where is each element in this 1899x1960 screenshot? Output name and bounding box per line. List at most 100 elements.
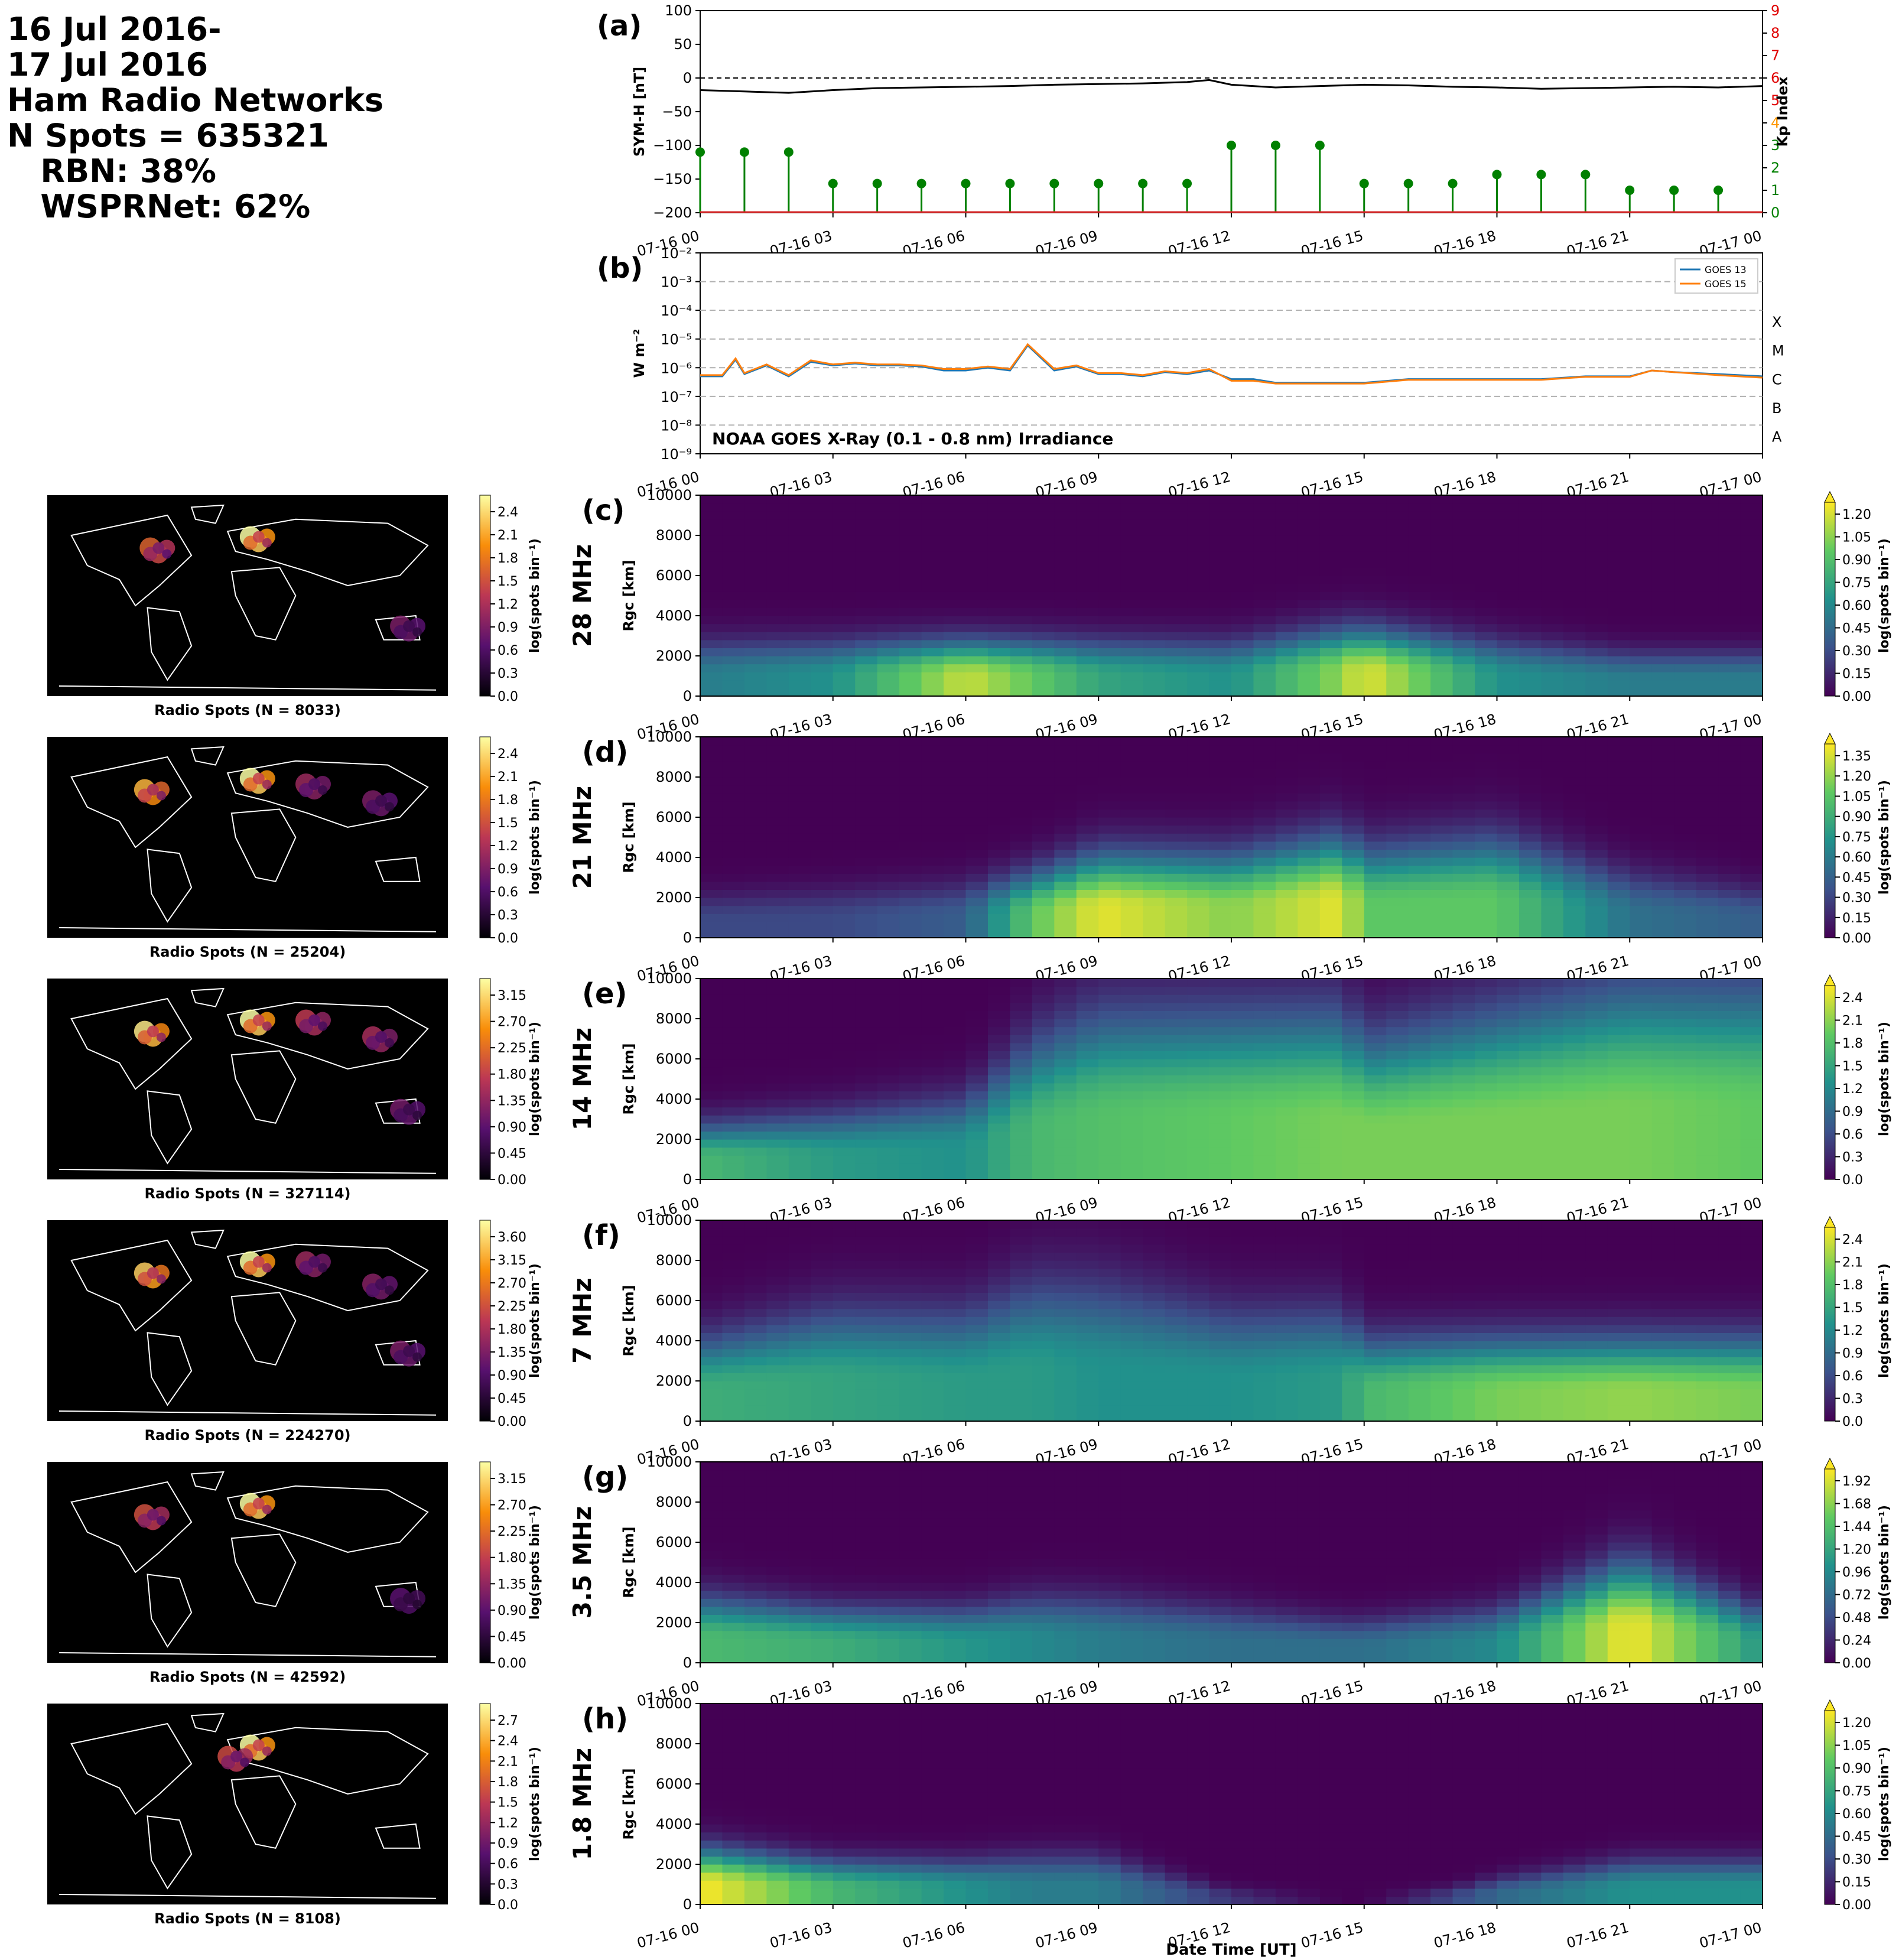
heatmap-cell bbox=[1076, 1139, 1099, 1148]
heatmap-cell bbox=[1275, 1381, 1298, 1390]
heatmap-cell bbox=[1076, 1163, 1099, 1172]
heatmap-cell bbox=[1607, 777, 1630, 786]
heatmap-cell bbox=[965, 994, 988, 1003]
heatmap-cell bbox=[1364, 1244, 1387, 1253]
heatmap-cell bbox=[899, 817, 922, 826]
heatmap-cell bbox=[1231, 543, 1254, 552]
heatmap-cell bbox=[1364, 495, 1387, 504]
heatmap-cell bbox=[855, 1324, 878, 1333]
heatmap-cell bbox=[1298, 1123, 1321, 1132]
heatmap-cell bbox=[1054, 793, 1077, 802]
heatmap-cell bbox=[1275, 1002, 1298, 1011]
heatmap-cell bbox=[1674, 1059, 1697, 1068]
heatmap-cell bbox=[1475, 793, 1498, 802]
heatmap-cell bbox=[855, 1099, 878, 1108]
heatmap-cell bbox=[899, 1236, 922, 1245]
heatmap-cell bbox=[1630, 607, 1653, 616]
heatmap-cell bbox=[1674, 527, 1697, 536]
heatmap-cell bbox=[877, 648, 900, 656]
heatmap-cell bbox=[811, 1042, 834, 1051]
heatmap-cell bbox=[1010, 833, 1033, 842]
heatmap-cell bbox=[766, 793, 789, 802]
heatmap-cell bbox=[1319, 1405, 1342, 1413]
heatmap-cell bbox=[1253, 664, 1276, 672]
heatmap-cell bbox=[1253, 994, 1276, 1003]
heatmap-cell bbox=[1143, 503, 1166, 512]
heatmap-cell bbox=[899, 994, 922, 1003]
heatmap-cell bbox=[1076, 607, 1099, 616]
heatmap-cell bbox=[1010, 1083, 1033, 1091]
heatmap-cell bbox=[944, 1099, 967, 1108]
heatmap-cell bbox=[1275, 672, 1298, 681]
heatmap-cell bbox=[1386, 865, 1409, 874]
heatmap-cell bbox=[1541, 551, 1564, 560]
heatmap-cell bbox=[1475, 994, 1498, 1003]
heatmap-cell bbox=[1430, 777, 1453, 786]
heatmap-cell bbox=[1032, 656, 1055, 665]
heatmap-cell bbox=[1076, 849, 1099, 858]
heatmap-cell bbox=[855, 1260, 878, 1269]
panel-f-map-caption: Radio Spots (N = 224270) bbox=[144, 1427, 350, 1444]
heatmap-cell bbox=[1651, 929, 1674, 938]
heatmap-cell bbox=[1674, 503, 1697, 512]
heatmap-cell bbox=[1143, 559, 1166, 568]
range-tick-label: 2000 bbox=[656, 1131, 692, 1148]
heatmap-cell bbox=[1120, 1348, 1143, 1357]
heatmap-cell bbox=[1408, 1163, 1431, 1172]
heatmap-cell bbox=[1452, 535, 1475, 544]
heatmap-cell bbox=[811, 737, 834, 746]
heatmap-cell bbox=[1342, 841, 1365, 850]
heatmap-cell bbox=[1563, 1002, 1586, 1011]
heatmap-cell bbox=[1143, 1308, 1166, 1317]
heatmap-cell bbox=[987, 656, 1011, 665]
heatmap-cell bbox=[811, 503, 834, 512]
heatmap-cell bbox=[1696, 576, 1719, 584]
heatmap-cell bbox=[1143, 1244, 1166, 1253]
heatmap-cell bbox=[944, 567, 967, 576]
heatmap-cell bbox=[1165, 503, 1188, 512]
heatmap-cell bbox=[1740, 623, 1763, 632]
heatmap-cell bbox=[877, 889, 900, 898]
heatmap-cell bbox=[1231, 623, 1254, 632]
heatmap-cell bbox=[1430, 801, 1453, 810]
heatmap-cell bbox=[1120, 1308, 1143, 1317]
heatmap-cell bbox=[700, 833, 723, 842]
heatmap-cell bbox=[1231, 1155, 1254, 1164]
heatmap-cell bbox=[1143, 591, 1166, 600]
heatmap-cell bbox=[1430, 551, 1453, 560]
heatmap-cell bbox=[1187, 1244, 1210, 1253]
heatmap-cell bbox=[811, 1067, 834, 1075]
heatmap-cell bbox=[1607, 905, 1630, 914]
heatmap-cell bbox=[1032, 1131, 1055, 1140]
heatmap-cell bbox=[1032, 567, 1055, 576]
heatmap-cell bbox=[744, 1324, 767, 1333]
heatmap-cell bbox=[1231, 1091, 1254, 1100]
heatmap-cell bbox=[1430, 889, 1453, 898]
heatmap-cell bbox=[1187, 737, 1210, 746]
heatmap-cell bbox=[1430, 785, 1453, 794]
heatmap-cell bbox=[700, 559, 723, 568]
heatmap-cell bbox=[1607, 1075, 1630, 1084]
heatmap-cell bbox=[1607, 607, 1630, 616]
heatmap-cell bbox=[1630, 1051, 1653, 1059]
heatmap-cell bbox=[1364, 905, 1387, 914]
heatmap-cell bbox=[987, 511, 1011, 520]
heatmap-cell bbox=[744, 1244, 767, 1253]
heatmap-cell bbox=[833, 1268, 856, 1277]
heatmap-cell bbox=[744, 785, 767, 794]
heatmap-cell bbox=[766, 841, 789, 850]
heatmap-cell bbox=[1231, 737, 1254, 746]
heatmap-cell bbox=[1585, 599, 1608, 608]
heatmap-cell bbox=[788, 1389, 811, 1397]
heatmap-cell bbox=[1696, 1147, 1719, 1156]
heatmap-cell bbox=[877, 737, 900, 746]
heatmap-cell bbox=[1563, 527, 1586, 536]
heatmap-cell bbox=[1651, 664, 1674, 672]
heatmap-cell bbox=[1054, 1026, 1077, 1035]
heatmap-cell bbox=[700, 688, 723, 697]
heatmap-cell bbox=[744, 1381, 767, 1390]
heatmap-cell bbox=[722, 1083, 745, 1091]
heatmap-cell bbox=[1209, 1381, 1232, 1390]
heatmap-cell bbox=[877, 1002, 900, 1011]
heatmap-cell bbox=[987, 1107, 1011, 1116]
